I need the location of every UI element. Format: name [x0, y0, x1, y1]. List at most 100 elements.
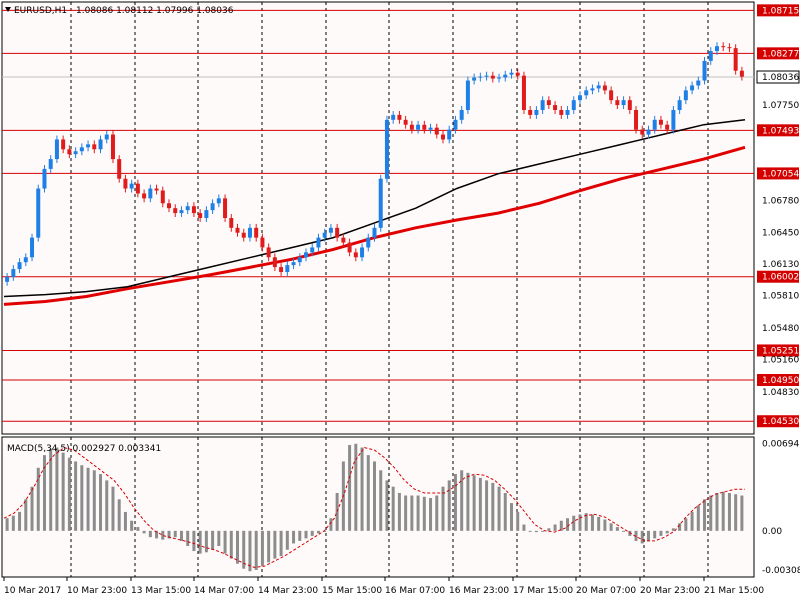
candle-body: [609, 90, 614, 101]
time-tick-label: 10 Mar 2017: [4, 586, 61, 596]
candle-body: [397, 114, 402, 120]
macd-bar: [665, 530, 669, 534]
macd-bar: [36, 467, 40, 531]
time-tick-label: 15 Mar 15:00: [322, 586, 382, 596]
time-tick-label: 13 Mar 15:00: [131, 586, 191, 596]
candle-body: [123, 178, 128, 189]
macd-bar: [690, 511, 694, 531]
macd-bar: [572, 515, 576, 531]
candle-body: [658, 119, 663, 125]
triangle-down-icon[interactable]: [5, 7, 11, 12]
macd-bar: [292, 530, 296, 544]
candle-body: [179, 210, 184, 214]
candle-body: [129, 183, 134, 189]
candle-body: [677, 100, 682, 110]
candle-body: [61, 139, 66, 150]
macd-bar: [111, 486, 115, 531]
candle-body: [540, 100, 545, 110]
macd-bar: [559, 520, 563, 531]
macd-bar: [503, 492, 507, 531]
macd-bar: [628, 530, 632, 536]
candle-body: [366, 237, 371, 248]
candle-body: [279, 267, 284, 272]
candle-body: [553, 105, 558, 110]
macd-bar: [447, 480, 451, 531]
candle-body: [104, 134, 109, 140]
candle-body: [17, 262, 22, 270]
macd-bar: [236, 530, 240, 564]
macd-bar: [30, 486, 34, 531]
macd-bar: [366, 455, 370, 531]
candle-body: [185, 206, 190, 211]
candle-body: [372, 227, 377, 238]
candle-body: [447, 129, 452, 140]
candle-body: [403, 119, 408, 125]
price-tick-label: 1.06780: [762, 196, 799, 206]
macd-bar: [541, 530, 545, 532]
price-tag: [757, 344, 799, 357]
time-tick-label: 21 Mar 15:00: [704, 586, 764, 596]
candle-body: [702, 60, 707, 81]
candle-body: [191, 206, 196, 214]
price-tag: [757, 374, 799, 386]
macd-bar: [316, 530, 320, 534]
candle-body: [459, 110, 464, 120]
candle-body: [577, 95, 582, 101]
price-tick-label: 1.06450: [762, 229, 799, 239]
candle-body: [627, 100, 632, 110]
macd-bar: [279, 530, 283, 557]
macd-bar: [453, 474, 457, 531]
macd-bar: [597, 516, 601, 531]
price-tag: [757, 124, 799, 137]
macd-tick-label: 0.006941: [762, 439, 800, 449]
candle-body: [652, 119, 657, 130]
macd-bar: [335, 492, 339, 531]
candle-body: [335, 227, 340, 238]
candle-body: [596, 85, 601, 89]
time-tick-label: 20 Mar 07:00: [576, 586, 636, 596]
candle-body: [266, 247, 271, 258]
candle-body: [198, 213, 203, 218]
candles: [5, 42, 744, 286]
time-tick-label: 14 Mar 23:00: [258, 586, 318, 596]
candle-body: [683, 90, 688, 101]
macd-bar: [634, 530, 638, 541]
price-tag: [757, 47, 799, 60]
macd-bar: [260, 530, 264, 567]
price-tick-label: 1.08715: [762, 6, 799, 16]
macd-bar: [354, 443, 358, 531]
candle-body: [714, 46, 719, 52]
macd-bar: [173, 530, 177, 538]
candle-body: [360, 247, 365, 258]
macd-tick-label: -0.003084: [762, 566, 800, 576]
candle-body: [291, 262, 296, 266]
price-tick-label: 1.07750: [762, 101, 799, 111]
macd-bar: [640, 530, 644, 544]
candle-body: [272, 257, 277, 268]
macd-bar: [130, 520, 134, 531]
macd-bar: [466, 472, 470, 531]
macd-signal-line: [3, 447, 745, 568]
candle-body: [428, 127, 433, 130]
macd-bar: [117, 499, 121, 531]
macd-bar: [678, 523, 682, 531]
macd-bar: [298, 530, 302, 541]
macd-bar: [653, 530, 657, 539]
candle-body: [154, 188, 159, 191]
candle-body: [509, 72, 514, 75]
price-pane: [1, 1, 755, 435]
candle-body: [621, 100, 626, 106]
macd-bar: [379, 470, 383, 531]
macd-bar: [397, 492, 401, 531]
candle-body: [54, 139, 59, 160]
macd-bar: [410, 495, 414, 531]
candle-body: [117, 159, 122, 179]
ma-fast-line: [3, 119, 746, 298]
candle-body: [341, 237, 346, 243]
macd-bar: [416, 495, 420, 531]
candle-body: [503, 74, 508, 78]
price-tick-label: 1.05160: [762, 355, 799, 365]
macd-axis: 0.006941 0.00 -0.003084: [762, 439, 800, 575]
macd-bar: [348, 445, 352, 531]
